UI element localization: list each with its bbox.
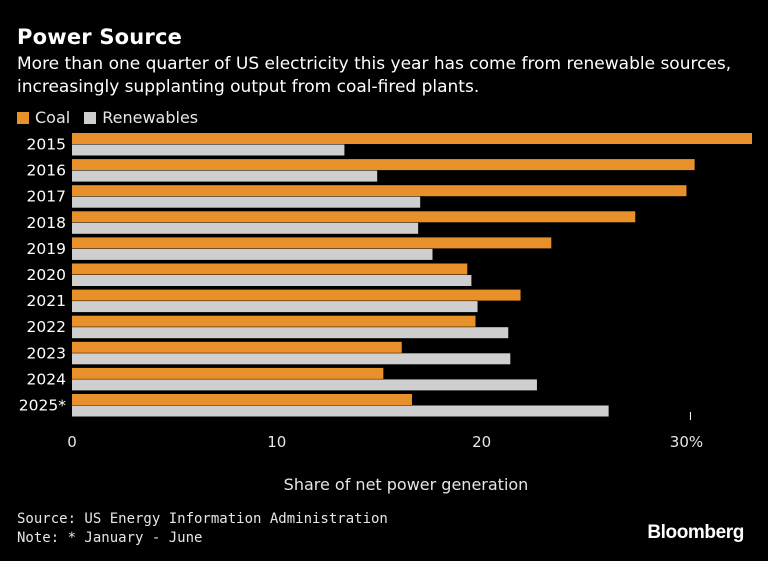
bar-renewables-2018 — [72, 222, 419, 234]
y-tick-label: 2021 — [27, 292, 66, 310]
date-note: Note: * January - June — [17, 530, 203, 546]
y-tick-label: 2025* — [19, 397, 66, 415]
bloomberg-logo: Bloomberg — [647, 522, 744, 543]
bar-renewables-2016 — [72, 170, 378, 182]
bar-coal-2020 — [72, 263, 468, 275]
x-tick-label: 0 — [67, 433, 77, 451]
y-tick-label: 2015 — [27, 136, 66, 154]
bar-renewables-2017 — [72, 196, 421, 208]
y-tick-label: 2020 — [27, 266, 66, 284]
y-tick-label: 2024 — [27, 370, 66, 388]
legend-swatch-renewables — [84, 111, 97, 124]
y-tick-label: 2023 — [27, 344, 66, 362]
legend-label-renewables: Renewables — [102, 108, 199, 127]
bar-renewables-2015 — [72, 144, 345, 156]
bar-renewables-2024 — [72, 379, 537, 391]
chart-subtitle: More than one quarter of US electricity … — [17, 54, 732, 97]
bar-coal-2022 — [72, 315, 476, 327]
y-tick-label: 2019 — [27, 240, 66, 258]
bar-coal-2018 — [72, 211, 636, 223]
y-tick-label: 2017 — [27, 188, 66, 206]
bar-coal-2025 — [72, 394, 412, 405]
bar-coal-2024 — [72, 367, 384, 379]
bar-coal-2019 — [72, 237, 552, 249]
legend-item-renewables: Renewables — [84, 108, 198, 127]
y-tick-label: 2016 — [27, 162, 66, 180]
bar-coal-2015 — [72, 133, 752, 144]
bar-coal-2021 — [72, 289, 521, 301]
bar-coal-2023 — [72, 341, 402, 353]
bar-renewables-2020 — [72, 275, 472, 286]
y-tick-label: 2022 — [27, 318, 66, 336]
x-tick-label: 30% — [670, 433, 703, 451]
chart-title: Power Source — [17, 25, 183, 49]
legend-swatch-coal — [17, 111, 29, 124]
bar-renewables-2025 — [72, 405, 609, 417]
x-tick-label: 10 — [267, 433, 286, 451]
bar-renewables-2022 — [72, 327, 509, 339]
bar-renewables-2019 — [72, 248, 433, 260]
bar-renewables-2023 — [72, 353, 511, 365]
source-note: Source: US Energy Information Administra… — [17, 511, 388, 527]
x-tick-label: 20 — [472, 433, 491, 451]
legend-label-coal: Coal — [35, 108, 71, 127]
y-tick-label: 2018 — [27, 214, 66, 232]
bar-coal-2017 — [72, 185, 687, 197]
legend-item-coal: Coal — [17, 108, 70, 127]
bar-coal-2016 — [72, 159, 695, 171]
legend: Coal Renewables — [17, 108, 212, 127]
x-axis-label: Share of net power generation — [284, 475, 529, 494]
footnotes: Source: US Energy Information Administra… — [17, 510, 388, 548]
bar-renewables-2021 — [72, 301, 478, 313]
